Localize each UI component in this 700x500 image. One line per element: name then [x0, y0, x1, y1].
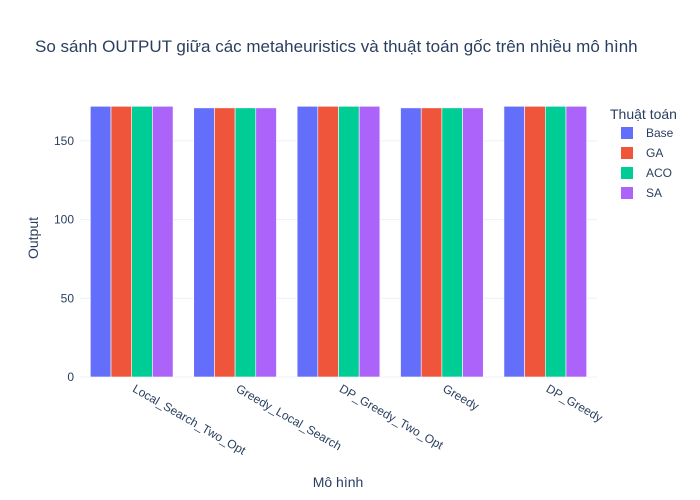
legend-swatch-ga [621, 147, 633, 159]
legend-title: Thuật toán [610, 106, 677, 122]
bar-base [400, 107, 422, 378]
legend-swatch-aco [621, 167, 633, 179]
bar-base [503, 105, 525, 378]
bar-aco [131, 105, 153, 378]
bar-sa [152, 105, 174, 378]
x-tick-label: Greedy_Local_Search [234, 381, 344, 453]
y-tick-label: 0 [67, 370, 74, 384]
bar-base [193, 107, 215, 378]
x-tick-label: Local_Search_Two_Opt [130, 381, 248, 457]
legend: Thuật toán Base GA ACO SA [610, 106, 677, 200]
bar-aco [338, 105, 360, 378]
bar-ga [420, 107, 443, 378]
bar-aco [234, 107, 257, 378]
y-axis: 0 50 100 150 [54, 134, 74, 384]
y-tick-label: 50 [61, 291, 75, 305]
y-axis-label: Output [25, 217, 41, 259]
bar-ga [214, 107, 236, 378]
bars [90, 105, 587, 378]
bar-sa [358, 105, 381, 378]
chart-title: So sánh OUTPUT giữa các metaheuristics v… [35, 37, 638, 56]
legend-swatch-base [621, 127, 633, 139]
bar-base [296, 105, 319, 378]
bar-aco [544, 105, 567, 378]
legend-item-sa[interactable]: SA [646, 186, 662, 200]
x-tick-label: DP_Greedy_Two_Opt [337, 381, 446, 452]
bar-aco [441, 107, 463, 378]
legend-item-base[interactable]: Base [646, 126, 674, 140]
x-axis: Local_Search_Two_OptGreedy_Local_SearchD… [130, 381, 605, 457]
legend-item-aco[interactable]: ACO [646, 166, 672, 180]
legend-item-ga[interactable]: GA [646, 146, 663, 160]
bar-ga [110, 105, 132, 378]
bar-sa [255, 107, 277, 378]
x-tick-label: DP_Greedy [544, 381, 605, 424]
x-axis-label: Mô hình [313, 474, 364, 490]
y-tick-label: 100 [54, 213, 74, 227]
y-tick-label: 150 [54, 134, 74, 148]
bar-base [90, 105, 112, 378]
bar-ga [317, 105, 339, 378]
x-tick-label: Greedy [440, 381, 481, 413]
legend-swatch-sa [621, 187, 633, 199]
bar-sa [565, 105, 587, 378]
bar-ga [524, 105, 546, 378]
bar-sa [462, 107, 484, 378]
